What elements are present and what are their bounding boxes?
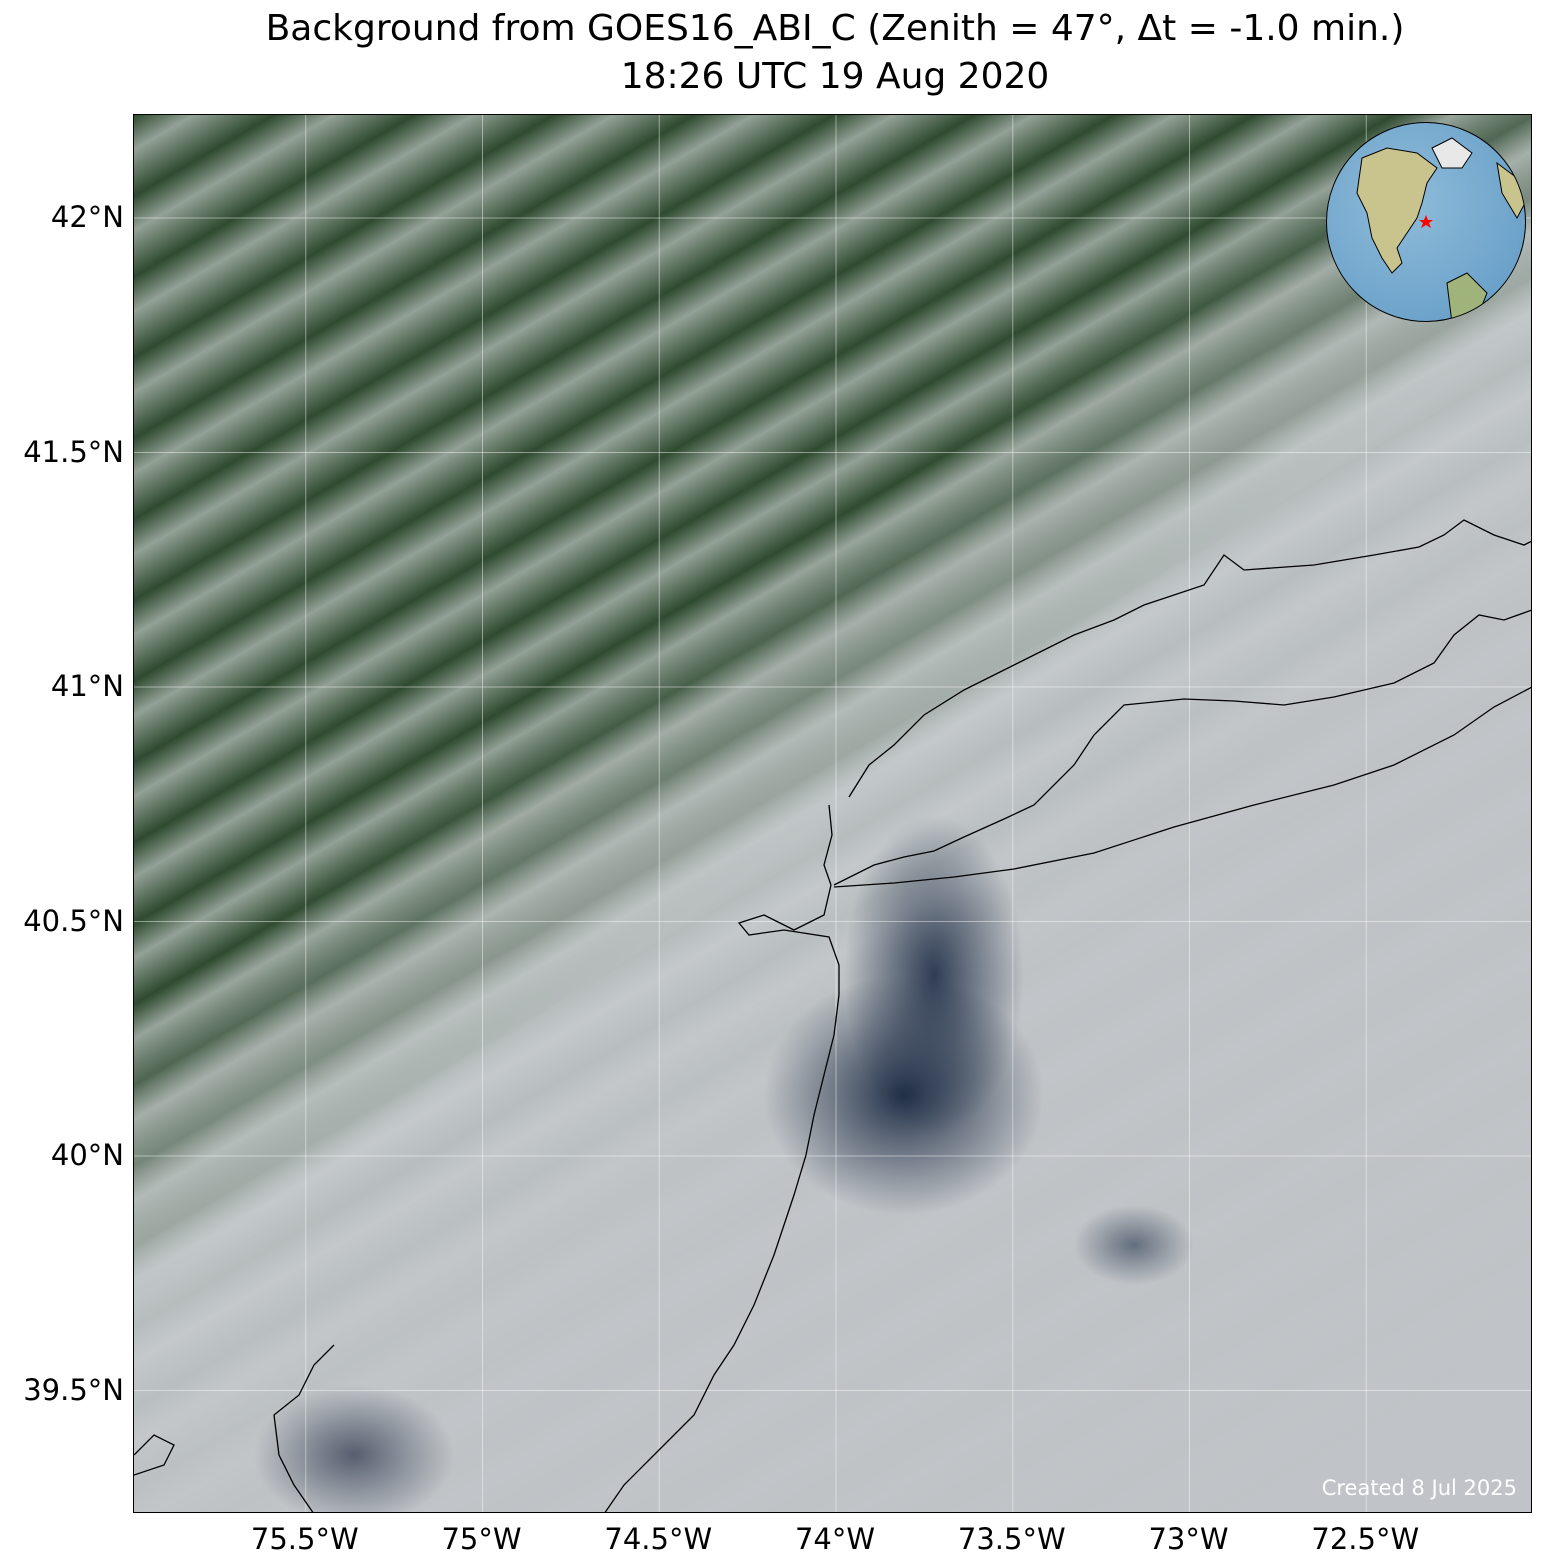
longitude-tick-label: 72.5°W (1311, 1522, 1420, 1556)
latitude-tick-label: 41.5°N (23, 434, 124, 469)
coastline-long-island-south (833, 686, 1531, 888)
gridlines (134, 115, 1531, 1512)
latitude-tick-label: 41°N (50, 669, 124, 703)
latitude-tick-label: 39.5°N (23, 1372, 124, 1407)
location-star-icon (1419, 215, 1433, 228)
coastline-delaware-bay (134, 1434, 175, 1476)
globe-inset (1326, 122, 1526, 322)
longitude-tick-label: 73.5°W (957, 1522, 1066, 1556)
latitude-tick-label: 40.5°N (23, 903, 124, 938)
coastlines (134, 519, 1531, 1512)
coastline-new-jersey (604, 884, 840, 1512)
coastline-hudson (823, 804, 833, 886)
coastline-long-island-north (833, 609, 1531, 886)
created-date-label: Created 8 Jul 2025 (1321, 1476, 1517, 1500)
longitude-tick-label: 75°W (441, 1522, 522, 1556)
longitude-tick-label: 74°W (794, 1522, 876, 1556)
title-line-2: 18:26 UTC 19 Aug 2020 (620, 56, 1050, 97)
longitude-tick-label: 73°W (1148, 1522, 1229, 1556)
longitude-tick-label: 75.5°W (250, 1522, 359, 1556)
map-overlay (134, 115, 1531, 1512)
coastline-delaware-river (273, 1344, 335, 1512)
title-line-1: Background from GOES16_ABI_C (Zenith = 4… (265, 8, 1405, 49)
coastline-long-island-sound (848, 519, 1531, 798)
satellite-map: Created 8 Jul 2025 (133, 114, 1532, 1513)
globe-map (1356, 137, 1525, 321)
latitude-tick-label: 40°N (50, 1138, 124, 1172)
latitude-tick-label: 42°N (50, 200, 124, 234)
longitude-tick-label: 74.5°W (604, 1522, 713, 1556)
